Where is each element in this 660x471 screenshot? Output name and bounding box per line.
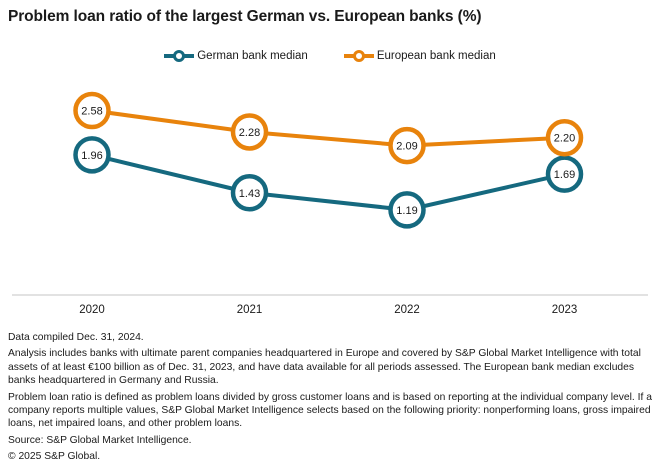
data-point-marker: [388, 126, 426, 165]
line-marker-icon: [164, 49, 195, 62]
data-point-marker: [230, 174, 269, 212]
data-point-marker: [388, 191, 426, 229]
series-line: [91, 108, 565, 148]
data-point-marker: [73, 91, 111, 130]
legend-item-european-bank-median: European bank median: [343, 49, 496, 62]
legend-item-german-bank-median: German bank median: [164, 49, 308, 62]
data-point-marker: [545, 118, 584, 157]
data-point-label: 1.19: [396, 205, 417, 217]
chart-svg: 2020 2021 2022 2023 1.96 1.43 1.19 1.69 2.58 2.28…: [12, 91, 648, 316]
note-data-compiled: Data compiled Dec. 31, 2024.: [8, 332, 144, 343]
note-copyright: © 2025 S&P Global.: [8, 451, 101, 463]
line-marker-icon: [343, 49, 374, 62]
data-point-marker: [545, 155, 584, 193]
data-point-label: 1.69: [554, 169, 575, 181]
data-point-marker: [73, 136, 111, 174]
chart-legend: German bank median European bank median: [0, 49, 660, 62]
note-definition: Problem loan ratio is defined as problem…: [8, 391, 652, 430]
x-axis-tick-label: 2022: [394, 304, 420, 316]
footnotes: Data compiled Dec. 31, 2024. Analysis in…: [8, 331, 656, 467]
note-source: Source: S&P Global Market Intelligence.: [8, 434, 192, 446]
data-point-label: 2.09: [396, 141, 417, 153]
legend-label: European bank median: [376, 49, 496, 62]
chart-title: Problem loan ratio of the largest German…: [8, 8, 482, 25]
data-point-marker: [230, 113, 269, 151]
legend-label: German bank median: [197, 49, 308, 62]
data-point-label: 2.28: [239, 127, 260, 139]
note-analysis: Analysis includes banks with ultimate pa…: [8, 348, 641, 387]
x-axis-tick-label: 2023: [552, 304, 578, 316]
data-point-label: 2.20: [554, 133, 575, 145]
series-line: [91, 152, 565, 212]
x-axis-tick-label: 2021: [237, 304, 263, 316]
data-point-label: 2.58: [81, 106, 102, 118]
data-point-label: 1.43: [239, 188, 260, 200]
x-axis-tick-label: 2020: [79, 304, 105, 316]
data-point-label: 1.96: [81, 150, 102, 162]
